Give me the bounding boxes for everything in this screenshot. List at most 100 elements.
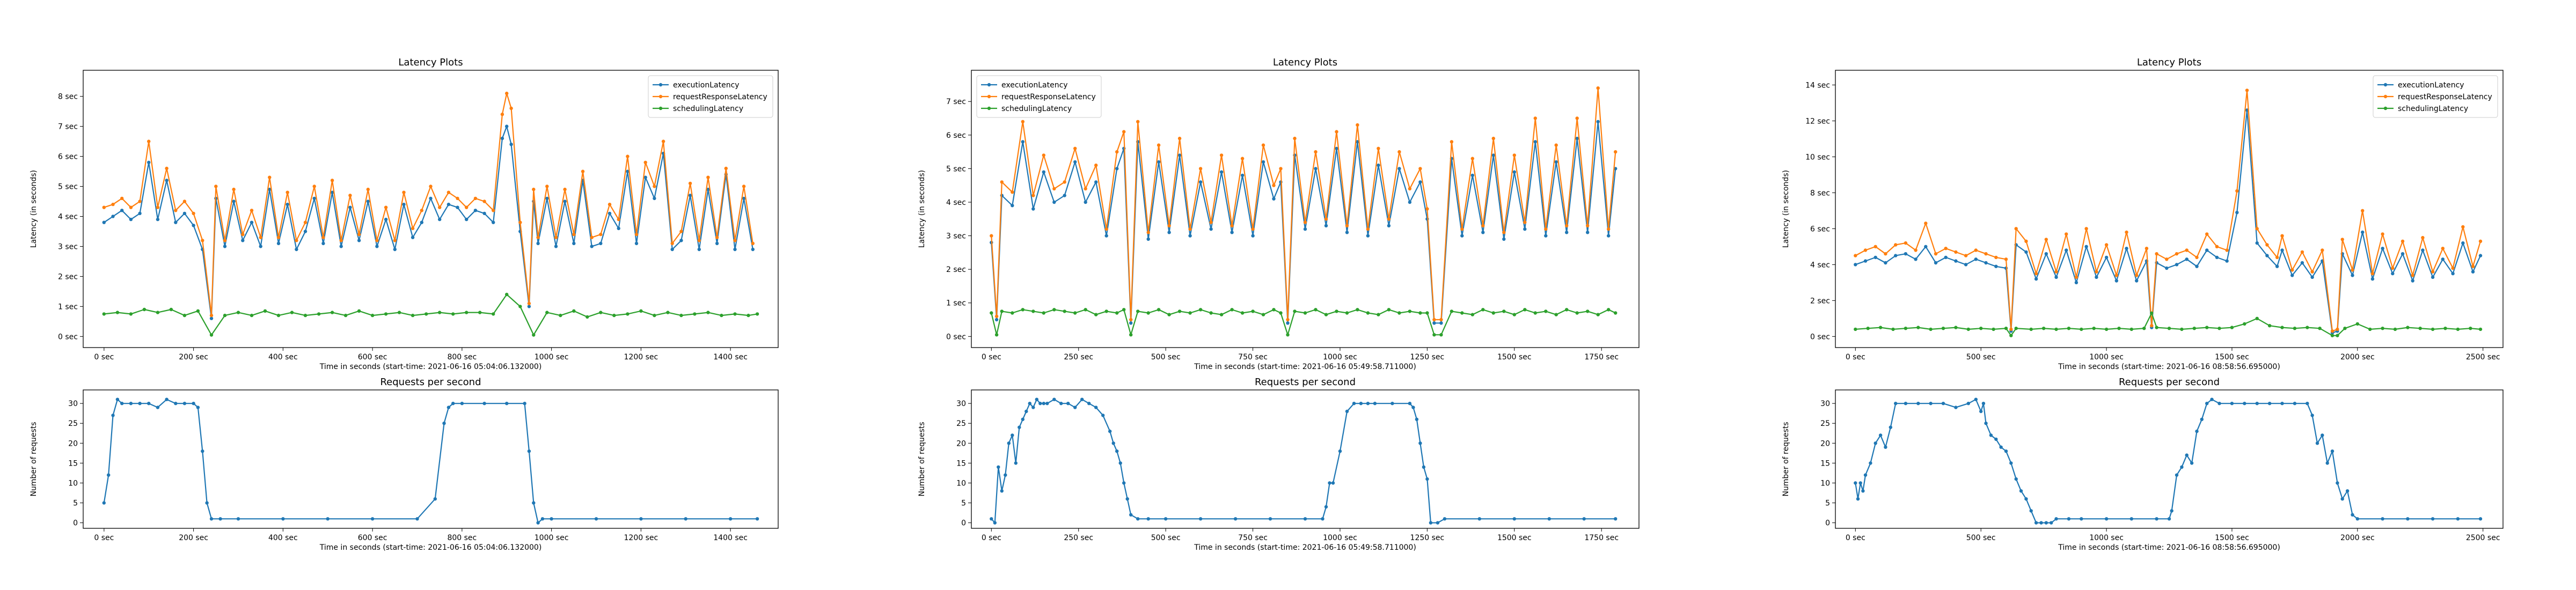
data-point	[147, 402, 151, 405]
data-point	[2381, 517, 2384, 521]
data-point	[684, 517, 687, 521]
y-tick-label: 30	[1820, 400, 1830, 408]
data-point	[1321, 517, 1324, 521]
data-point	[1941, 402, 1945, 405]
y-tick-label: 2 sec	[1810, 297, 1830, 305]
data-point	[518, 305, 522, 308]
data-point	[115, 311, 120, 314]
data-point	[2245, 88, 2249, 92]
data-point	[1052, 200, 1056, 204]
data-point	[2080, 517, 2083, 521]
data-point	[1261, 313, 1265, 316]
data-point	[1418, 180, 1422, 184]
data-point	[2170, 509, 2174, 513]
data-point	[1115, 150, 1119, 154]
data-point	[1607, 227, 1611, 231]
data-point	[1314, 150, 1318, 154]
data-point	[612, 313, 616, 318]
data-point	[1929, 327, 1933, 331]
data-point	[1614, 517, 1618, 521]
data-point	[2044, 521, 2048, 525]
data-point	[2411, 279, 2414, 283]
data-point	[482, 200, 486, 203]
x-tick-label: 1750 sec	[1584, 534, 1619, 542]
data-point	[241, 232, 245, 237]
data-point	[1439, 318, 1443, 322]
x-tick-label: 400 sec	[268, 353, 298, 362]
data-point	[2343, 327, 2347, 330]
data-point	[2205, 326, 2209, 329]
data-point	[1904, 241, 1908, 245]
data-point	[1240, 173, 1245, 178]
data-point	[433, 497, 437, 501]
data-point	[536, 241, 540, 246]
data-point	[330, 179, 334, 182]
y-axis-label: Number of requests	[30, 422, 38, 496]
data-point	[384, 217, 388, 222]
data-point	[232, 187, 236, 191]
data-point	[1303, 227, 1307, 231]
y-tick-label: 0 sec	[58, 333, 78, 341]
data-point	[165, 179, 169, 182]
data-point	[115, 397, 120, 401]
data-point	[447, 202, 451, 206]
data-point	[1596, 120, 1600, 123]
data-point	[1011, 190, 1014, 194]
x-tick-label: 1500 sec	[1497, 534, 1532, 542]
data-point	[2142, 327, 2146, 330]
y-tick-label: 5 sec	[58, 183, 78, 191]
data-point	[2054, 327, 2058, 331]
data-point	[1869, 461, 1872, 465]
data-point	[196, 405, 200, 409]
data-point	[281, 517, 285, 521]
y-tick-label: 4 sec	[1810, 261, 1830, 269]
data-point	[330, 311, 334, 314]
x-tick-label: 0 sec	[94, 353, 114, 362]
data-point	[312, 196, 316, 201]
x-tick-label: 750 sec	[1238, 353, 1268, 362]
y-tick-label: 3 sec	[946, 232, 966, 241]
data-point	[1874, 441, 1877, 445]
data-point	[1547, 517, 1551, 521]
data-point	[1586, 309, 1590, 313]
x-tick-label: 750 sec	[1238, 534, 1268, 542]
data-point	[2418, 327, 2422, 330]
y-tick-label: 10	[1820, 480, 1830, 488]
data-point	[295, 239, 298, 242]
data-point	[2135, 274, 2139, 277]
data-point	[1052, 308, 1056, 312]
data-point	[733, 247, 737, 252]
chart-panel-4: Requests per second 0 sec 250 sec 500 sec 75…	[918, 377, 1640, 552]
data-point	[2067, 327, 2071, 330]
y-tick-label: 4 sec	[946, 198, 966, 207]
data-point	[465, 205, 469, 209]
data-point	[2029, 509, 2033, 513]
data-point	[1115, 167, 1119, 171]
x-tick-label: 1500 sec	[2215, 353, 2249, 362]
data-point	[1481, 308, 1485, 312]
data-point	[2230, 402, 2234, 405]
data-point	[1073, 405, 1077, 409]
data-point	[1391, 402, 1394, 405]
data-point	[1502, 237, 1506, 241]
data-point	[1251, 234, 1255, 238]
data-point	[1335, 146, 1338, 150]
y-tick-label: 8 sec	[58, 93, 78, 101]
data-point	[2054, 517, 2058, 521]
data-point	[1397, 150, 1401, 154]
data-point	[751, 241, 755, 246]
data-point	[460, 402, 464, 405]
data-point	[102, 205, 106, 209]
data-point	[1586, 224, 1590, 227]
data-point	[1894, 254, 1898, 257]
data-point	[2150, 324, 2154, 328]
data-point	[599, 241, 603, 246]
data-point	[742, 185, 746, 188]
data-point	[2267, 402, 2272, 405]
data-point	[2478, 327, 2483, 331]
data-point	[366, 200, 370, 203]
data-point	[2330, 449, 2334, 453]
y-axis-label: Number of requests	[918, 422, 926, 496]
data-point	[1331, 481, 1335, 485]
